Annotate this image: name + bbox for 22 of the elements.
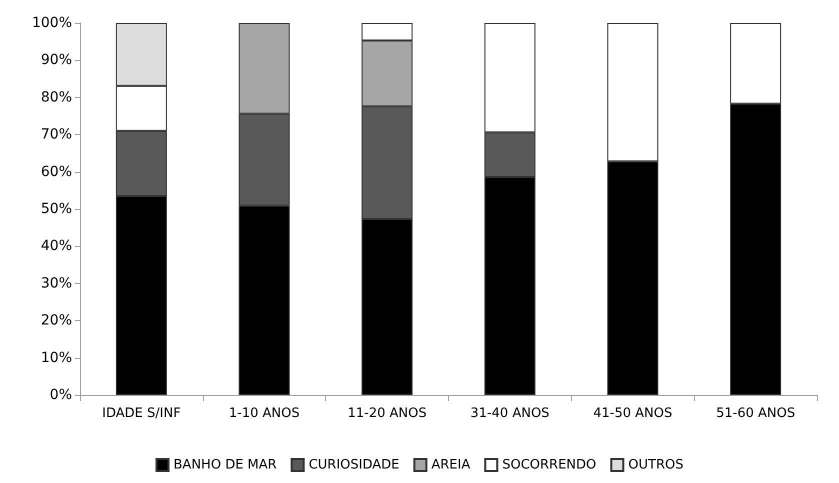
legend-label: AREIA bbox=[431, 458, 470, 472]
y-tick-label: 50% bbox=[40, 201, 72, 217]
x-tick-label: IDADE S/INF bbox=[102, 406, 181, 421]
y-tick-label: 0% bbox=[50, 387, 72, 403]
x-tick-label: 31-40 ANOS bbox=[470, 406, 550, 421]
y-tick-label: 60% bbox=[40, 164, 72, 180]
y-tick-label: 80% bbox=[40, 89, 72, 106]
legend-label: BANHO DE MAR bbox=[174, 458, 277, 472]
legend-label: SOCORRENDO bbox=[502, 458, 596, 472]
y-tick-label: 70% bbox=[40, 126, 72, 143]
y-tick-label: 90% bbox=[40, 52, 72, 68]
y-tick-label: 10% bbox=[40, 350, 72, 366]
x-tick-label: 1-10 ANOS bbox=[228, 406, 300, 421]
y-tick-label: 100% bbox=[32, 15, 72, 31]
y-tick-label: 20% bbox=[40, 312, 72, 329]
legend-label: CURIOSIDADE bbox=[308, 458, 400, 472]
y-tick-label: 40% bbox=[40, 238, 72, 254]
x-tick-label: 41-50 ANOS bbox=[593, 406, 672, 421]
x-tick-label: 11-20 ANOS bbox=[348, 406, 427, 421]
legend-label: OUTROS bbox=[628, 458, 684, 472]
y-tick-label: 30% bbox=[40, 275, 72, 292]
x-tick-label: 51-60 ANOS bbox=[716, 406, 796, 421]
